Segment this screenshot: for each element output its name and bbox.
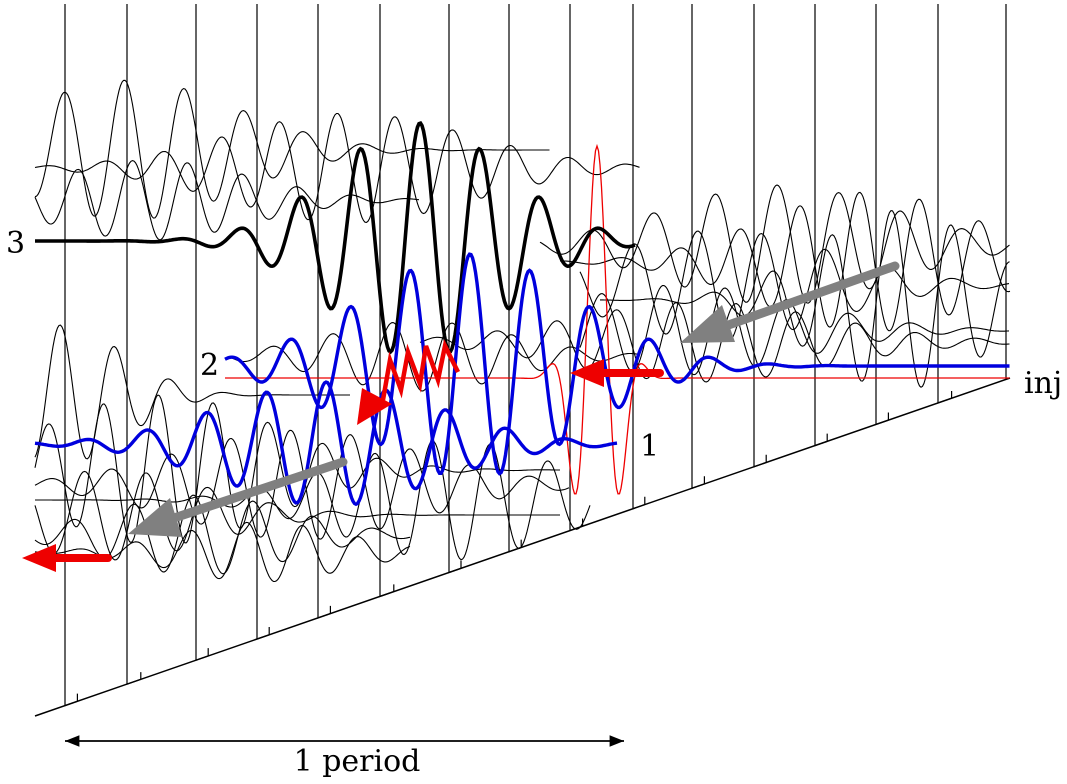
background-trace — [579, 230, 1010, 341]
period-label: 1 period — [294, 744, 421, 779]
injection-label: inj — [1024, 366, 1062, 401]
trace-1-line — [34, 380, 618, 507]
propagation-arrow-left — [128, 457, 348, 537]
background-trace — [34, 394, 560, 544]
time-slice-line — [64, 4, 78, 707]
background-trace — [579, 284, 1010, 376]
injection-arrow-right — [570, 359, 664, 387]
trace-3-line — [35, 121, 636, 355]
background-trace — [34, 324, 350, 460]
background-trace — [600, 209, 1010, 388]
time-slice-line — [937, 4, 953, 404]
background-trace — [229, 322, 640, 392]
trace-2-label: 2 — [200, 348, 219, 383]
background-trace — [34, 160, 420, 241]
time-slice-line — [317, 4, 331, 619]
background-trace — [539, 184, 1010, 304]
time-slice-line — [379, 4, 395, 598]
background-trace — [34, 521, 411, 583]
background-traces — [34, 79, 1011, 583]
trace-2-line — [224, 252, 1010, 476]
background-trace — [419, 302, 1010, 383]
time-slice-line — [691, 4, 705, 490]
trace-1-label: 1 — [640, 429, 659, 464]
time-slice-line — [195, 4, 209, 662]
background-trace — [34, 494, 411, 575]
background-trace — [34, 470, 560, 561]
time-slice-lines — [64, 4, 1007, 707]
time-slice-line — [875, 4, 889, 426]
injected-trace — [225, 143, 1010, 495]
background-trace — [34, 112, 640, 223]
time-slice-line — [753, 4, 767, 468]
background-trace — [560, 191, 1011, 332]
time-slice-line — [814, 4, 828, 447]
output-arrow-left — [22, 544, 112, 572]
interaction-zigzag-arrow — [357, 339, 461, 425]
time-slice-line — [126, 4, 142, 685]
time-slice-line — [448, 4, 462, 574]
trace-3-label: 3 — [6, 226, 25, 261]
background-trace — [34, 79, 550, 219]
propagation-arrow-right — [680, 261, 900, 343]
time-slice-line — [632, 4, 646, 510]
time-slice-line — [256, 4, 270, 640]
